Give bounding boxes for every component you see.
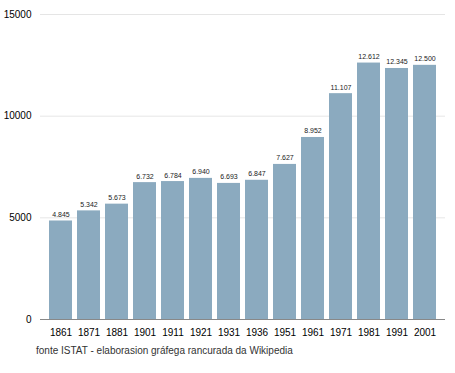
- svg-text:1936: 1936: [246, 327, 269, 338]
- svg-text:1971: 1971: [330, 327, 353, 338]
- svg-text:12.612: 12.612: [358, 53, 380, 60]
- svg-text:1951: 1951: [274, 327, 297, 338]
- svg-text:12.345: 12.345: [386, 58, 408, 65]
- svg-text:8.952: 8.952: [304, 127, 322, 134]
- svg-text:5.342: 5.342: [80, 201, 98, 208]
- svg-text:1871: 1871: [78, 327, 101, 338]
- svg-text:6.732: 6.732: [136, 173, 154, 180]
- svg-text:6.940: 6.940: [192, 168, 210, 175]
- svg-text:1861: 1861: [50, 327, 73, 338]
- svg-text:1881: 1881: [106, 327, 129, 338]
- svg-text:1961: 1961: [302, 327, 325, 338]
- svg-text:6.693: 6.693: [220, 173, 238, 180]
- svg-text:12.500: 12.500: [414, 55, 436, 62]
- svg-text:6.847: 6.847: [248, 170, 266, 177]
- svg-text:11.107: 11.107: [331, 84, 352, 91]
- svg-text:1981: 1981: [358, 327, 381, 338]
- svg-text:1921: 1921: [190, 327, 213, 338]
- svg-text:0: 0: [26, 314, 32, 325]
- svg-text:5000: 5000: [9, 212, 32, 223]
- svg-text:6.784: 6.784: [164, 172, 182, 179]
- svg-text:1911: 1911: [162, 327, 184, 338]
- svg-text:5.673: 5.673: [108, 194, 126, 201]
- svg-text:4.845: 4.845: [52, 211, 70, 218]
- svg-text:1991: 1991: [386, 327, 409, 338]
- svg-text:1901: 1901: [134, 327, 157, 338]
- html-text:fonte ISTAT - elaborasion gráf: fonte ISTAT - elaborasion gráfega rancur…: [36, 345, 293, 356]
- svg-text:7.627: 7.627: [276, 154, 294, 161]
- svg-text:2001: 2001: [414, 327, 437, 338]
- svg-text:15000: 15000: [4, 9, 32, 20]
- svg-text:10000: 10000: [4, 110, 32, 121]
- svg-text:1931: 1931: [218, 327, 241, 338]
